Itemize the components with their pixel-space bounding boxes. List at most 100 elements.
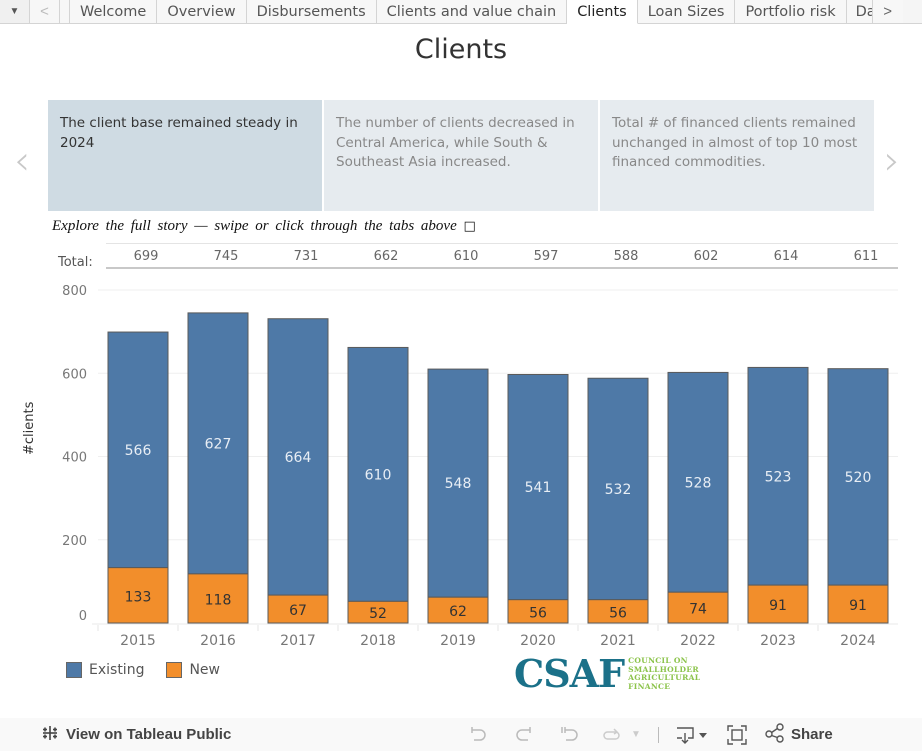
bar-new-2021 [587,599,649,624]
total-value-2015: 699 [133,249,159,264]
data-label-new: 91 [769,598,787,614]
bar-existing-2017 [267,318,329,596]
x-tick-label: 2019 [440,633,476,649]
explore-hint: Explore the full story — swipe or click … [52,218,476,235]
data-label-new: 118 [205,592,232,608]
refresh-icon[interactable] [596,721,628,749]
legend-swatch-new [166,662,183,678]
story-next-arrow-icon[interactable]: › [884,138,900,184]
y-tick-label: 200 [62,534,87,549]
chart-legend: Existing New [66,662,234,678]
data-label-existing: 566 [125,443,152,459]
x-tick-label: 2020 [520,633,556,649]
legend-item-existing[interactable]: Existing [66,662,144,678]
bar-new-2020 [507,599,569,624]
bar-existing-2021 [587,377,649,601]
fullscreen-icon[interactable] [721,721,753,749]
revert-icon[interactable] [554,721,586,749]
undo-icon[interactable] [462,721,494,749]
share-button[interactable]: Share [765,722,833,747]
data-label-existing: 541 [525,480,552,496]
x-tick-label: 2024 [840,633,876,649]
view-on-tableau-public-label: View on Tableau Public [66,726,232,743]
tab-scroll-left-icon[interactable]: < [30,0,60,23]
y-tick-label: 800 [62,284,87,299]
legend-swatch-existing [66,662,82,678]
data-label-existing: 664 [285,450,312,466]
x-tick-label: 2022 [680,633,716,649]
view-on-tableau-public-link[interactable]: View on Tableau Public [40,723,231,747]
tab-overview[interactable]: Overview [157,0,247,23]
y-tick-label: 0 [79,609,87,624]
story-tab-strip: ▼ < Welcome Overview Disbursements Clien… [0,0,922,24]
share-icon [765,722,785,747]
y-tick-label: 400 [62,451,87,466]
legend-item-new[interactable]: New [166,662,220,678]
x-tick-label: 2017 [280,633,316,649]
total-value-2020: 597 [533,249,559,264]
bar-new-2022 [667,591,729,624]
data-label-existing: 528 [685,475,712,491]
data-label-new: 56 [609,605,627,621]
total-value-2018: 662 [373,249,399,264]
total-value-2022: 602 [693,249,719,264]
data-label-existing: 523 [765,469,792,485]
bar-new-2024 [827,584,889,624]
story-point-2[interactable]: The number of clients decreased in Centr… [324,100,598,211]
data-label-existing: 627 [205,436,232,452]
bar-new-2017 [267,594,329,624]
tableau-toolbar: View on Tableau Public ▼ [0,718,922,751]
tab-clients[interactable]: Clients [567,0,638,24]
total-value-2017: 731 [293,249,319,264]
totals-divider-top [106,243,898,244]
bar-new-2023 [747,584,809,624]
redo-icon[interactable] [508,721,540,749]
bar-existing-2024 [827,368,889,586]
data-label-existing: 532 [605,482,632,498]
bar-new-2018 [347,600,409,624]
tab-loan-sizes[interactable]: Loan Sizes [637,0,736,23]
stacked-bar-chart: 0 200 400 600 800 566 133 2015 627 118 2016 664 67 20… [62,284,898,649]
logo-subtitle: COUNCIL ON SMALLHOLDER AGRICULTURAL FINA… [628,656,701,691]
total-value-2021: 588 [613,249,639,264]
bar-existing-2019 [427,368,489,598]
total-value-2023: 614 [773,249,799,264]
logo-wordmark: CSAF [514,651,625,696]
legend-label-existing: Existing [89,662,145,678]
toolbar-actions: ▼ Share [462,718,833,751]
bar-existing-2020 [507,373,569,601]
total-value-2016: 745 [213,249,239,264]
x-tick-label: 2021 [600,633,636,649]
tab-data-truncated[interactable]: Da [846,0,873,23]
tab-disbursements[interactable]: Disbursements [246,0,377,23]
tab-menu-dropdown-icon[interactable]: ▼ [0,0,30,23]
tab-portfolio-risk[interactable]: Portfolio risk [735,0,847,23]
explore-hint-text: Explore the full story — swipe or click … [52,218,457,234]
share-label: Share [791,726,833,743]
bar-existing-2015 [107,331,169,569]
page-title: Clients [414,34,508,65]
data-label-new: 74 [689,602,707,618]
story-point-1[interactable]: The client base remained steady in 2024 [48,100,322,211]
download-icon[interactable] [673,721,713,749]
toolbar-separator [658,726,659,743]
story-point-3[interactable]: Total # of financed clients remained unc… [600,100,874,211]
x-tick-label: 2015 [120,633,156,649]
bar-new-2016 [187,573,249,624]
legend-label-new: New [189,662,220,678]
story-prev-arrow-icon[interactable]: ‹ [14,138,30,184]
data-label-new: 62 [449,604,467,620]
data-label-new: 133 [125,589,152,605]
x-tick-label: 2023 [760,633,796,649]
totals-divider-bottom [106,267,898,269]
tableau-logo-icon [40,723,60,747]
total-value-2024: 611 [853,249,879,264]
data-label-new: 52 [369,606,387,622]
data-label-new: 56 [529,605,547,621]
bar-existing-2023 [747,366,809,586]
tab-welcome[interactable]: Welcome [70,0,158,23]
tab-scroll-right-icon[interactable]: > [872,0,903,23]
tab-clients-and-value-chain[interactable]: Clients and value chain [376,0,568,23]
bar-new-2019 [427,596,489,624]
refresh-dropdown-icon[interactable]: ▼ [631,729,641,740]
